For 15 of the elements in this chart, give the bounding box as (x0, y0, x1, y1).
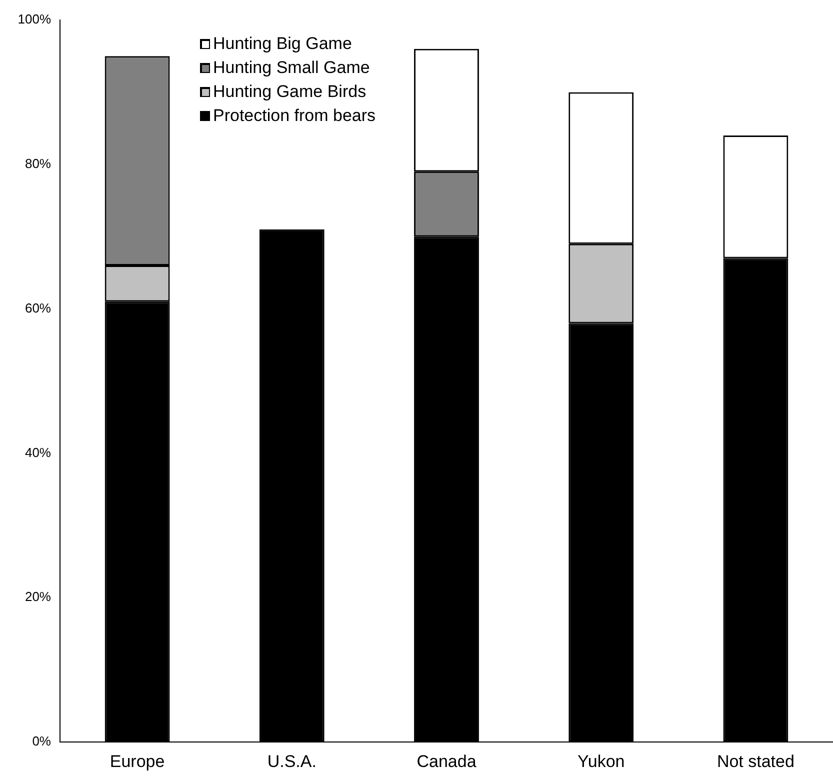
x-tick-label: Not stated (716, 752, 794, 771)
x-tick-label: U.S.A. (267, 752, 316, 771)
y-tick-label: 60% (24, 300, 52, 316)
y-tick-label: 80% (24, 156, 52, 171)
x-tick-label: Europe (110, 752, 165, 771)
x-tick-label: Yukon (577, 752, 625, 771)
x-tick-label: Canada (416, 752, 477, 771)
y-tick-label: 40% (24, 444, 52, 460)
y-tick-label: 0% (32, 734, 52, 749)
legend-label: Protection from bears (213, 105, 376, 127)
legend-label: Hunting Big Game (213, 33, 352, 55)
y-tick-label: 100% (18, 12, 52, 27)
y-tick-label: 20% (24, 589, 52, 604)
legend-label: Hunting Game Birds (213, 81, 366, 103)
legend-label: Hunting Small Game (213, 57, 370, 79)
